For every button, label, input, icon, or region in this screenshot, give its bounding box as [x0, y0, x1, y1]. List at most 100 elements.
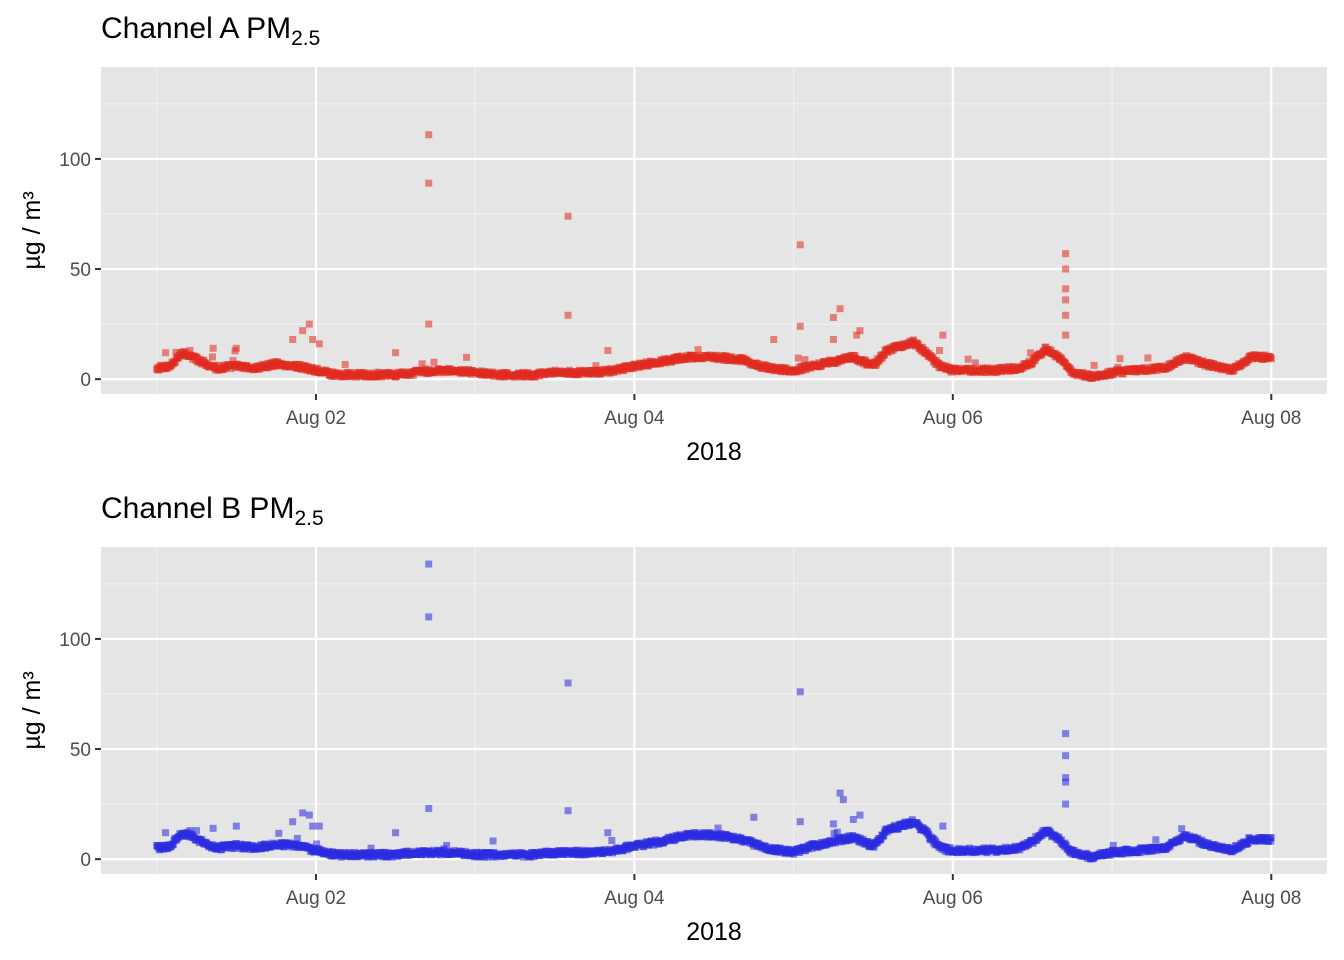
data-point: [309, 336, 317, 343]
data-point: [1116, 355, 1124, 363]
chart-title-main: Channel B PM: [101, 492, 295, 525]
chart-title-subscript: 2.5: [291, 27, 321, 50]
data-point: [1062, 800, 1070, 808]
data-point: [829, 313, 837, 321]
data-point: [305, 320, 313, 328]
data-point: [1152, 836, 1160, 844]
data-point: [305, 811, 313, 819]
data-point: [169, 841, 177, 849]
data-point: [489, 837, 497, 845]
data-point: [1267, 834, 1275, 842]
data-point: [1026, 349, 1034, 357]
x-tick-label: Aug 04: [604, 888, 665, 909]
data-point: [1267, 355, 1275, 363]
data-point: [794, 354, 802, 362]
x-tick-label: Aug 06: [923, 888, 983, 909]
x-tick-label: Aug 02: [286, 408, 346, 429]
data-point: [171, 358, 179, 366]
data-point: [856, 327, 864, 335]
data-point: [1062, 250, 1070, 258]
data-point: [694, 346, 702, 354]
data-point: [392, 829, 400, 837]
x-tick-label: Aug 06: [923, 408, 983, 429]
data-point: [1178, 825, 1186, 833]
y-tick-label: 0: [80, 370, 91, 391]
data-point: [564, 807, 572, 815]
x-tick-label: Aug 02: [286, 888, 346, 909]
data-point: [232, 822, 240, 830]
data-point: [936, 347, 944, 355]
data-point: [229, 357, 237, 365]
data-point: [193, 827, 201, 835]
y-tick-label: 50: [70, 260, 91, 281]
data-point: [604, 829, 612, 837]
y-tick-label: 100: [59, 150, 91, 171]
data-point: [392, 349, 400, 357]
data-point: [1109, 841, 1117, 849]
data-point: [425, 131, 433, 139]
data-point: [1062, 774, 1070, 782]
data-point: [946, 843, 954, 851]
data-point: [293, 834, 301, 842]
x-tick-label: Aug 08: [1241, 888, 1301, 909]
channel-a-panel: Channel A PM2.5 0 50 100 Aug 02 Aug 04 Aug 06…: [18, 12, 1327, 466]
data-point: [209, 824, 217, 832]
data-point: [162, 349, 170, 357]
data-point: [849, 816, 857, 823]
data-point: [714, 824, 722, 832]
chart-title-main: Channel A PM: [101, 12, 292, 45]
data-point: [1090, 361, 1098, 369]
data-point: [796, 688, 804, 696]
data-point: [750, 813, 758, 821]
data-point: [315, 822, 323, 830]
data-point: [796, 322, 804, 330]
data-point: [162, 829, 170, 837]
y-axis-label: µg / m³: [18, 671, 46, 749]
data-point: [564, 679, 572, 687]
data-point: [971, 359, 979, 367]
data-point: [418, 360, 426, 368]
data-point: [299, 809, 307, 817]
data-point: [1062, 265, 1070, 273]
data-point: [564, 311, 572, 319]
data-point: [1062, 752, 1070, 760]
data-point: [186, 827, 194, 835]
data-point: [796, 241, 804, 249]
data-point: [964, 355, 972, 363]
data-point: [289, 336, 297, 343]
channel-a-plot: 0 50 100 Aug 02 Aug 04 Aug 06 Aug 08 2018 µg / m…: [18, 67, 1327, 466]
data-point: [425, 560, 433, 568]
data-point: [1144, 354, 1152, 362]
data-point: [443, 841, 451, 849]
data-point: [209, 344, 217, 352]
data-point: [430, 358, 438, 366]
data-point: [836, 305, 844, 313]
data-point: [309, 822, 317, 830]
data-point: [1062, 778, 1070, 786]
data-point: [856, 811, 864, 819]
data-point: [299, 327, 307, 335]
data-point: [801, 356, 809, 364]
data-point: [833, 828, 841, 836]
chart-title: Channel A PM2.5: [101, 12, 320, 51]
x-tick-label: Aug 08: [1241, 408, 1301, 429]
data-point: [939, 331, 947, 339]
y-tick-label: 0: [80, 850, 91, 871]
data-point: [425, 320, 433, 328]
data-point: [315, 340, 323, 348]
data-point: [770, 336, 778, 343]
data-point: [608, 837, 616, 845]
data-point: [275, 829, 283, 837]
y-tick-label: 100: [59, 630, 91, 651]
data-point: [313, 840, 321, 848]
x-tick-label: Aug 04: [604, 408, 665, 429]
data-point: [1062, 331, 1070, 339]
data-point: [1062, 285, 1070, 293]
chart-title: Channel B PM2.5: [101, 492, 324, 531]
data-point: [463, 353, 471, 361]
chart-title-subscript: 2.5: [294, 507, 324, 530]
data-point: [853, 331, 861, 339]
data-point: [829, 336, 837, 343]
data-point: [232, 344, 240, 352]
